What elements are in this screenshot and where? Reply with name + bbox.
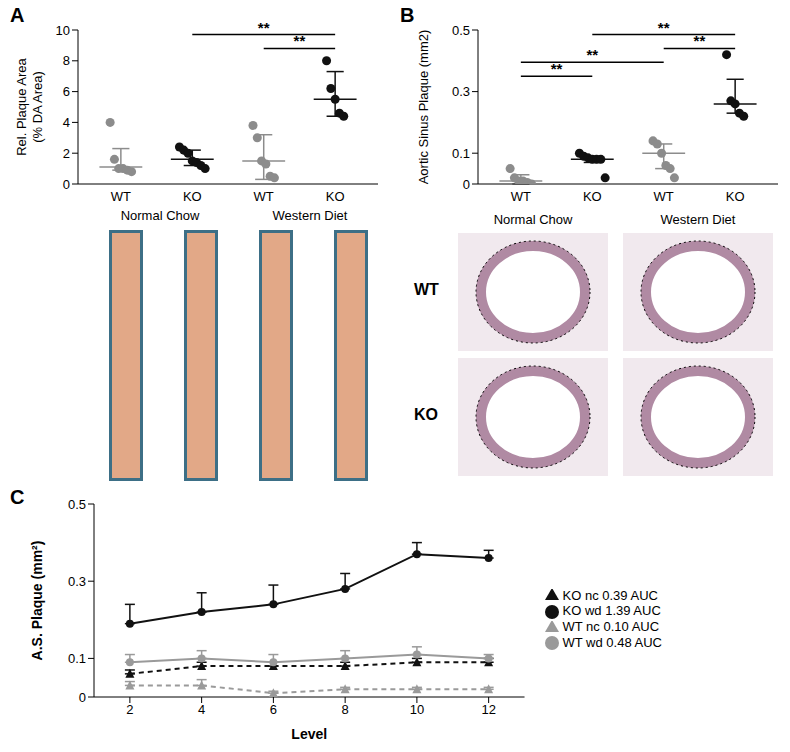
svg-text:**: ** bbox=[258, 19, 270, 36]
svg-text:KO: KO bbox=[183, 189, 202, 204]
svg-text:4: 4 bbox=[63, 115, 70, 130]
svg-text:A.S. Plaque (mm²): A.S. Plaque (mm²) bbox=[29, 541, 45, 661]
html-text:Western Diet: Western Diet bbox=[660, 212, 736, 227]
svg-text:KO: KO bbox=[583, 189, 602, 204]
html-text:B: B bbox=[400, 4, 415, 26]
svg-text:**: ** bbox=[586, 46, 598, 63]
svg-text:**: ** bbox=[694, 32, 706, 49]
html-text:A: A bbox=[10, 4, 25, 26]
html-text:KO: KO bbox=[414, 406, 438, 423]
svg-text:Aortic Sinus Plaque (mm2): Aortic Sinus Plaque (mm2) bbox=[416, 30, 431, 185]
svg-text:6: 6 bbox=[63, 84, 70, 99]
svg-text:8: 8 bbox=[63, 53, 70, 68]
html-text:KO nc 0.39 AUC: KO nc 0.39 AUC bbox=[562, 587, 658, 603]
svg-text:WT: WT bbox=[111, 189, 131, 204]
svg-text:0: 0 bbox=[463, 177, 470, 192]
svg-text:12: 12 bbox=[481, 702, 495, 717]
svg-text:0: 0 bbox=[79, 690, 86, 705]
svg-text:KO: KO bbox=[326, 189, 345, 204]
svg-text:**: ** bbox=[294, 32, 306, 49]
svg-text:Level: Level bbox=[291, 726, 327, 742]
svg-text:4: 4 bbox=[198, 702, 205, 717]
svg-text:10: 10 bbox=[56, 23, 70, 38]
svg-text:WT: WT bbox=[254, 189, 274, 204]
svg-text:0.1: 0.1 bbox=[452, 146, 470, 161]
html-text:WT: WT bbox=[414, 281, 439, 298]
svg-text:2: 2 bbox=[63, 146, 70, 161]
svg-text:8: 8 bbox=[342, 702, 349, 717]
svg-text:**: ** bbox=[658, 19, 670, 36]
svg-text:WT: WT bbox=[654, 189, 674, 204]
svg-text:0: 0 bbox=[63, 177, 70, 192]
html-text:WT nc 0.10 AUC: WT nc 0.10 AUC bbox=[562, 619, 660, 634]
svg-text:0.3: 0.3 bbox=[452, 84, 470, 99]
svg-text:0.3: 0.3 bbox=[68, 574, 86, 589]
html-text:WT wd 0.48 AUC: WT wd 0.48 AUC bbox=[562, 634, 662, 650]
svg-text:2: 2 bbox=[126, 702, 133, 717]
html-text:Normal Chow: Normal Chow bbox=[120, 208, 200, 223]
svg-text:KO: KO bbox=[726, 189, 745, 204]
svg-text:0.5: 0.5 bbox=[68, 497, 86, 512]
svg-text:**: ** bbox=[551, 60, 563, 77]
html-text:C: C bbox=[10, 486, 25, 508]
svg-text:0.5: 0.5 bbox=[452, 23, 470, 38]
html-text:Normal Chow: Normal Chow bbox=[493, 212, 573, 227]
svg-text:6: 6 bbox=[270, 702, 277, 717]
svg-text:WT: WT bbox=[511, 189, 531, 204]
svg-text:10: 10 bbox=[410, 702, 424, 717]
svg-text:Rel. Plaque Area(% DA Area): Rel. Plaque Area(% DA Area) bbox=[14, 57, 45, 155]
svg-text:0.1: 0.1 bbox=[68, 651, 86, 666]
html-text:KO wd 1.39 AUC: KO wd 1.39 AUC bbox=[562, 603, 661, 619]
html-text:Western Diet: Western Diet bbox=[272, 208, 348, 223]
